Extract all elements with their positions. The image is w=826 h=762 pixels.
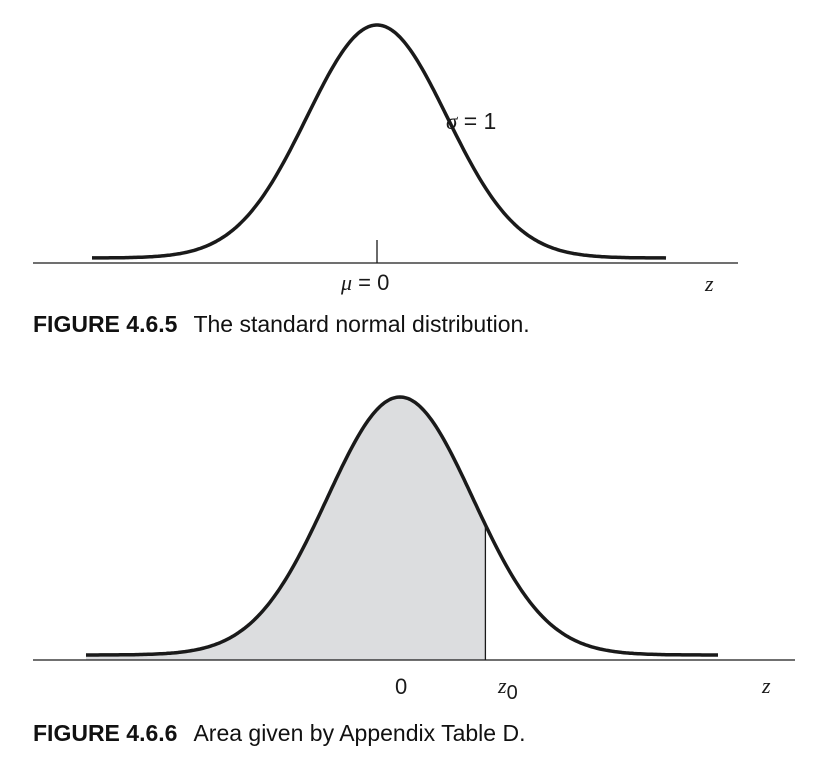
fig1-mu-label: μ = 0 (340, 270, 389, 295)
fig2-caption: FIGURE 4.6.6 Area given by Appendix Table… (33, 720, 525, 746)
fig2-z-axis-label: z (761, 673, 771, 698)
fig2-zero-label: 0 (395, 674, 407, 699)
fig2-normal-curve (86, 395, 718, 657)
fig2-shaded-area (86, 397, 486, 660)
figure-4-6-6: 0 z0 z FIGURE 4.6.6 Area given by Appendi… (33, 395, 795, 746)
fig1-caption: FIGURE 4.6.5 The standard normal distribu… (33, 311, 530, 337)
fig2-z0-label: z0 (497, 673, 518, 704)
fig1-z-axis-label: z (704, 271, 714, 296)
fig1-sigma-label: σ = 1 (446, 108, 496, 134)
fig1-normal-curve (92, 23, 667, 260)
figure-4-6-5: σ = 1 μ = 0 z FIGURE 4.6.5 The standard n… (33, 23, 738, 337)
